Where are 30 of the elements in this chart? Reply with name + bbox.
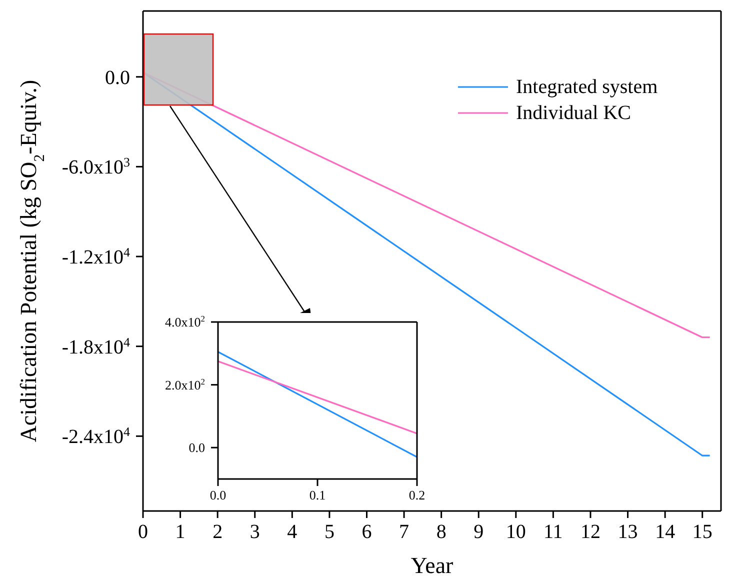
x-tick-label: 0.0 bbox=[210, 488, 226, 503]
y-tick-label: 4.0x10$^{2}$ bbox=[165, 314, 205, 330]
y-tick-label: -1.8x10$^{4}$ bbox=[62, 334, 130, 358]
x-tick-label: 8 bbox=[436, 521, 446, 543]
x-tick-label: 10 bbox=[506, 521, 526, 543]
y-tick-label: -2.4x10$^{4}$ bbox=[62, 424, 130, 448]
x-tick-label: 3 bbox=[250, 521, 260, 543]
x-tick-label: 9 bbox=[474, 521, 484, 543]
legend-label: Integrated system bbox=[516, 76, 658, 98]
y-tick-label: 2.0x10$^{2}$ bbox=[165, 376, 205, 392]
y-tick-label: 0.0 bbox=[188, 440, 205, 456]
x-tick-label: 1 bbox=[175, 521, 186, 543]
x-tick-label: 13 bbox=[618, 521, 638, 543]
x-tick-label: 15 bbox=[692, 521, 712, 543]
x-tick-label: 12 bbox=[580, 521, 600, 543]
y-tick-label: -1.2x10$^{4}$ bbox=[62, 244, 130, 269]
x-tick-label: 4 bbox=[287, 521, 298, 543]
legend-label: Individual KC bbox=[516, 102, 631, 124]
x-tick-label: 5 bbox=[324, 521, 334, 543]
y-tick-label: -6.0x10$^{3}$ bbox=[62, 154, 130, 179]
x-tick-label: 11 bbox=[544, 521, 563, 543]
x-tick-label: 2 bbox=[212, 521, 223, 543]
x-tick-label: 0 bbox=[138, 521, 148, 543]
x-tick-label: 0.2 bbox=[408, 488, 426, 503]
x-tick-label: 0.1 bbox=[309, 488, 326, 503]
x-tick-label: 7 bbox=[399, 521, 410, 543]
x-tick-label: 14 bbox=[655, 521, 676, 543]
x-tick-label: 6 bbox=[362, 521, 372, 543]
y-tick-label: 0.0 bbox=[105, 66, 130, 89]
x-axis-title: Year bbox=[410, 553, 454, 578]
